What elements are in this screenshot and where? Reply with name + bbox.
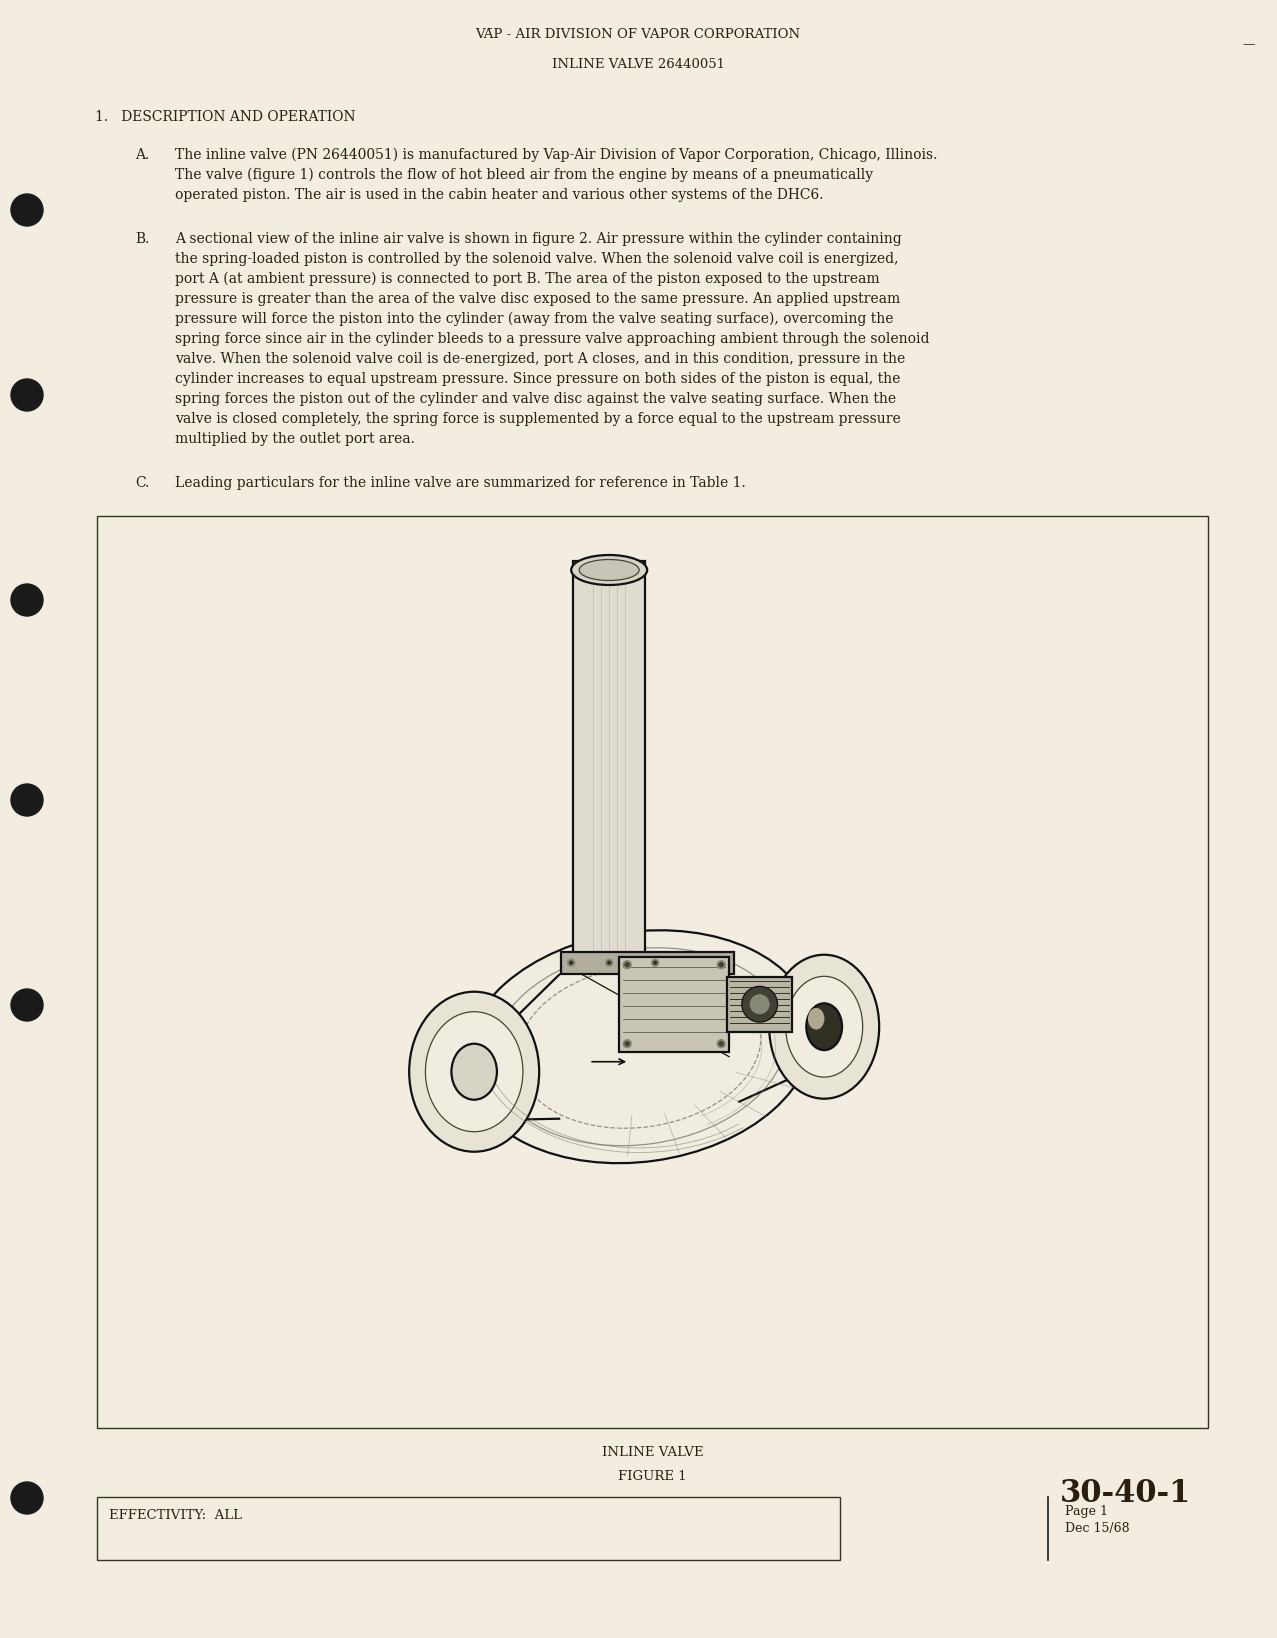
Circle shape xyxy=(608,962,610,965)
Circle shape xyxy=(719,963,723,966)
Text: —: — xyxy=(1243,38,1254,51)
Text: C.: C. xyxy=(135,477,149,490)
Text: VĀP - AIR DIVISION OF VAPOR CORPORATION: VĀP - AIR DIVISION OF VAPOR CORPORATION xyxy=(475,28,801,41)
Bar xyxy=(97,516,1208,1428)
Circle shape xyxy=(718,962,725,968)
Text: FIGURE 1: FIGURE 1 xyxy=(618,1469,687,1482)
Circle shape xyxy=(626,1042,630,1045)
Circle shape xyxy=(11,193,43,226)
Ellipse shape xyxy=(580,560,640,580)
Text: EFFECTIVITY:  ALL: EFFECTIVITY: ALL xyxy=(109,1509,243,1522)
Text: pressure will force the piston into the cylinder (away from the valve seating su: pressure will force the piston into the … xyxy=(175,311,894,326)
Text: port A (at ambient pressure) is connected to port B. The area of the piston expo: port A (at ambient pressure) is connecte… xyxy=(175,272,880,287)
Text: the spring-loaded piston is controlled by the solenoid valve. When the solenoid : the spring-loaded piston is controlled b… xyxy=(175,252,899,265)
Ellipse shape xyxy=(769,955,879,1099)
Circle shape xyxy=(11,989,43,1020)
Text: spring force since air in the cylinder bleeds to a pressure valve approaching am: spring force since air in the cylinder b… xyxy=(175,333,930,346)
Text: 1.   DESCRIPTION AND OPERATION: 1. DESCRIPTION AND OPERATION xyxy=(94,110,355,124)
Text: Dec 15/68: Dec 15/68 xyxy=(1065,1522,1130,1535)
Text: The inline valve (PN 26440051) is manufactured by Vap-Air Division of Vapor Corp: The inline valve (PN 26440051) is manufa… xyxy=(175,147,937,162)
Text: multiplied by the outlet port area.: multiplied by the outlet port area. xyxy=(175,432,415,446)
Bar xyxy=(619,957,729,1052)
Ellipse shape xyxy=(425,1012,522,1132)
Circle shape xyxy=(718,1040,725,1048)
Circle shape xyxy=(651,960,659,966)
Ellipse shape xyxy=(742,986,778,1022)
Ellipse shape xyxy=(806,1004,842,1050)
Bar xyxy=(573,560,645,962)
Circle shape xyxy=(11,378,43,411)
Text: valve. When the solenoid valve coil is de-energized, port A closes, and in this : valve. When the solenoid valve coil is d… xyxy=(175,352,905,365)
Circle shape xyxy=(11,1482,43,1514)
Text: B.: B. xyxy=(135,233,149,246)
Ellipse shape xyxy=(452,1043,497,1099)
Text: Page 1: Page 1 xyxy=(1065,1505,1108,1518)
Ellipse shape xyxy=(571,555,647,585)
Ellipse shape xyxy=(750,994,769,1014)
Text: pressure is greater than the area of the valve disc exposed to the same pressure: pressure is greater than the area of the… xyxy=(175,292,900,306)
Ellipse shape xyxy=(409,991,539,1152)
Circle shape xyxy=(623,962,631,968)
Text: Leading particulars for the inline valve are summarized for reference in Table 1: Leading particulars for the inline valve… xyxy=(175,477,746,490)
Circle shape xyxy=(570,962,572,965)
Circle shape xyxy=(568,960,575,966)
Text: INLINE VALVE 26440051: INLINE VALVE 26440051 xyxy=(552,57,724,70)
Circle shape xyxy=(623,1040,631,1048)
Ellipse shape xyxy=(808,1007,825,1030)
Circle shape xyxy=(11,785,43,816)
Ellipse shape xyxy=(465,930,813,1163)
Text: cylinder increases to equal upstream pressure. Since pressure on both sides of t: cylinder increases to equal upstream pre… xyxy=(175,372,900,387)
Text: INLINE VALVE: INLINE VALVE xyxy=(601,1446,704,1459)
Text: The valve (figure 1) controls the flow of hot bleed air from the engine by means: The valve (figure 1) controls the flow o… xyxy=(175,169,873,182)
Text: valve is closed completely, the spring force is supplemented by a force equal to: valve is closed completely, the spring f… xyxy=(175,413,900,426)
Bar xyxy=(561,952,734,973)
Bar xyxy=(727,976,792,1032)
Circle shape xyxy=(719,1042,723,1045)
Text: A.: A. xyxy=(135,147,149,162)
Circle shape xyxy=(11,585,43,616)
Text: 30-40-1: 30-40-1 xyxy=(1060,1477,1191,1509)
Circle shape xyxy=(654,962,656,965)
Circle shape xyxy=(626,963,630,966)
Text: operated piston. The air is used in the cabin heater and various other systems o: operated piston. The air is used in the … xyxy=(175,188,824,201)
Text: spring forces the piston out of the cylinder and valve disc against the valve se: spring forces the piston out of the cyli… xyxy=(175,391,896,406)
Ellipse shape xyxy=(785,976,863,1078)
Text: A sectional view of the inline air valve is shown in figure 2. Air pressure with: A sectional view of the inline air valve… xyxy=(175,233,902,246)
Bar xyxy=(97,1497,840,1559)
Circle shape xyxy=(605,960,613,966)
